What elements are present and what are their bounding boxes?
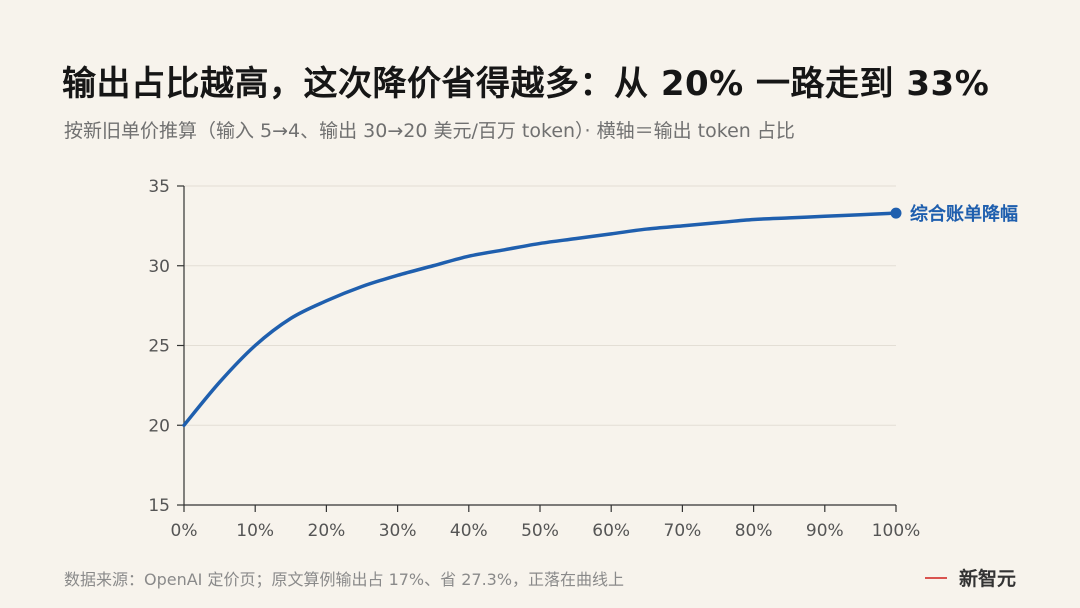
series-line bbox=[182, 211, 898, 427]
brand-name: 新智元 bbox=[958, 568, 1016, 590]
x-tick-label: 30% bbox=[379, 521, 417, 541]
brand-logo: 新智元 bbox=[924, 564, 1016, 591]
y-tick-label: 30 bbox=[148, 257, 170, 277]
x-tick-label: 50% bbox=[521, 521, 559, 541]
series-end-point bbox=[890, 207, 902, 219]
y-tick-label: 20 bbox=[148, 416, 170, 436]
x-tick-label: 60% bbox=[592, 521, 630, 541]
x-tick-label: 90% bbox=[806, 521, 844, 541]
data-source-note: 数据来源：OpenAI 定价页；原文算例输出占 17%、省 27.3%，正落在曲… bbox=[64, 570, 625, 589]
y-tick-label: 15 bbox=[148, 496, 170, 516]
x-tick-label: 0% bbox=[171, 521, 198, 541]
chart-subtitle: 按新旧单价推算（输入 5→4、输出 30→20 美元/百万 token）· 横轴… bbox=[64, 120, 795, 142]
chart-title: 输出占比越高，这次降价省得越多：从 20% 一路走到 33% bbox=[62, 64, 990, 104]
brand-dash-icon bbox=[924, 576, 947, 579]
x-tick-label: 20% bbox=[308, 521, 346, 541]
x-tick-label: 100% bbox=[872, 521, 921, 541]
y-axis-ticks: 15 20 25 30 35 bbox=[148, 177, 184, 516]
y-tick-label: 35 bbox=[148, 177, 170, 197]
x-axis-ticks: 0% 10% 20% 30% 40% 50% 60% 70% 80% 90% 100% bbox=[171, 505, 921, 541]
series-label: 综合账单降幅 bbox=[910, 203, 1018, 225]
x-tick-label: 70% bbox=[664, 521, 702, 541]
x-tick-label: 10% bbox=[236, 521, 274, 541]
y-tick-label: 25 bbox=[148, 337, 170, 357]
x-tick-label: 80% bbox=[735, 521, 773, 541]
grid-lines bbox=[184, 185, 896, 426]
series: 综合账单降幅 bbox=[182, 203, 1018, 427]
x-tick-label: 40% bbox=[450, 521, 488, 541]
